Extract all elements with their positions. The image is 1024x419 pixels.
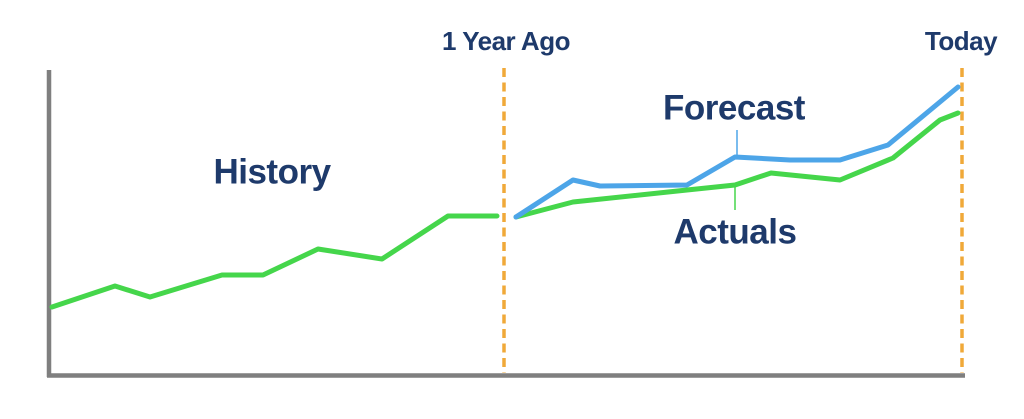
history-line	[49, 213, 500, 310]
forecast-label: Forecast	[663, 88, 805, 128]
actuals-label: Actuals	[673, 212, 797, 252]
one-year-ago-label: 1 Year Ago	[442, 26, 570, 56]
forecast-line	[513, 84, 961, 220]
actuals-line	[513, 110, 961, 220]
today-label: Today	[924, 26, 998, 56]
history-label: History	[213, 152, 331, 192]
